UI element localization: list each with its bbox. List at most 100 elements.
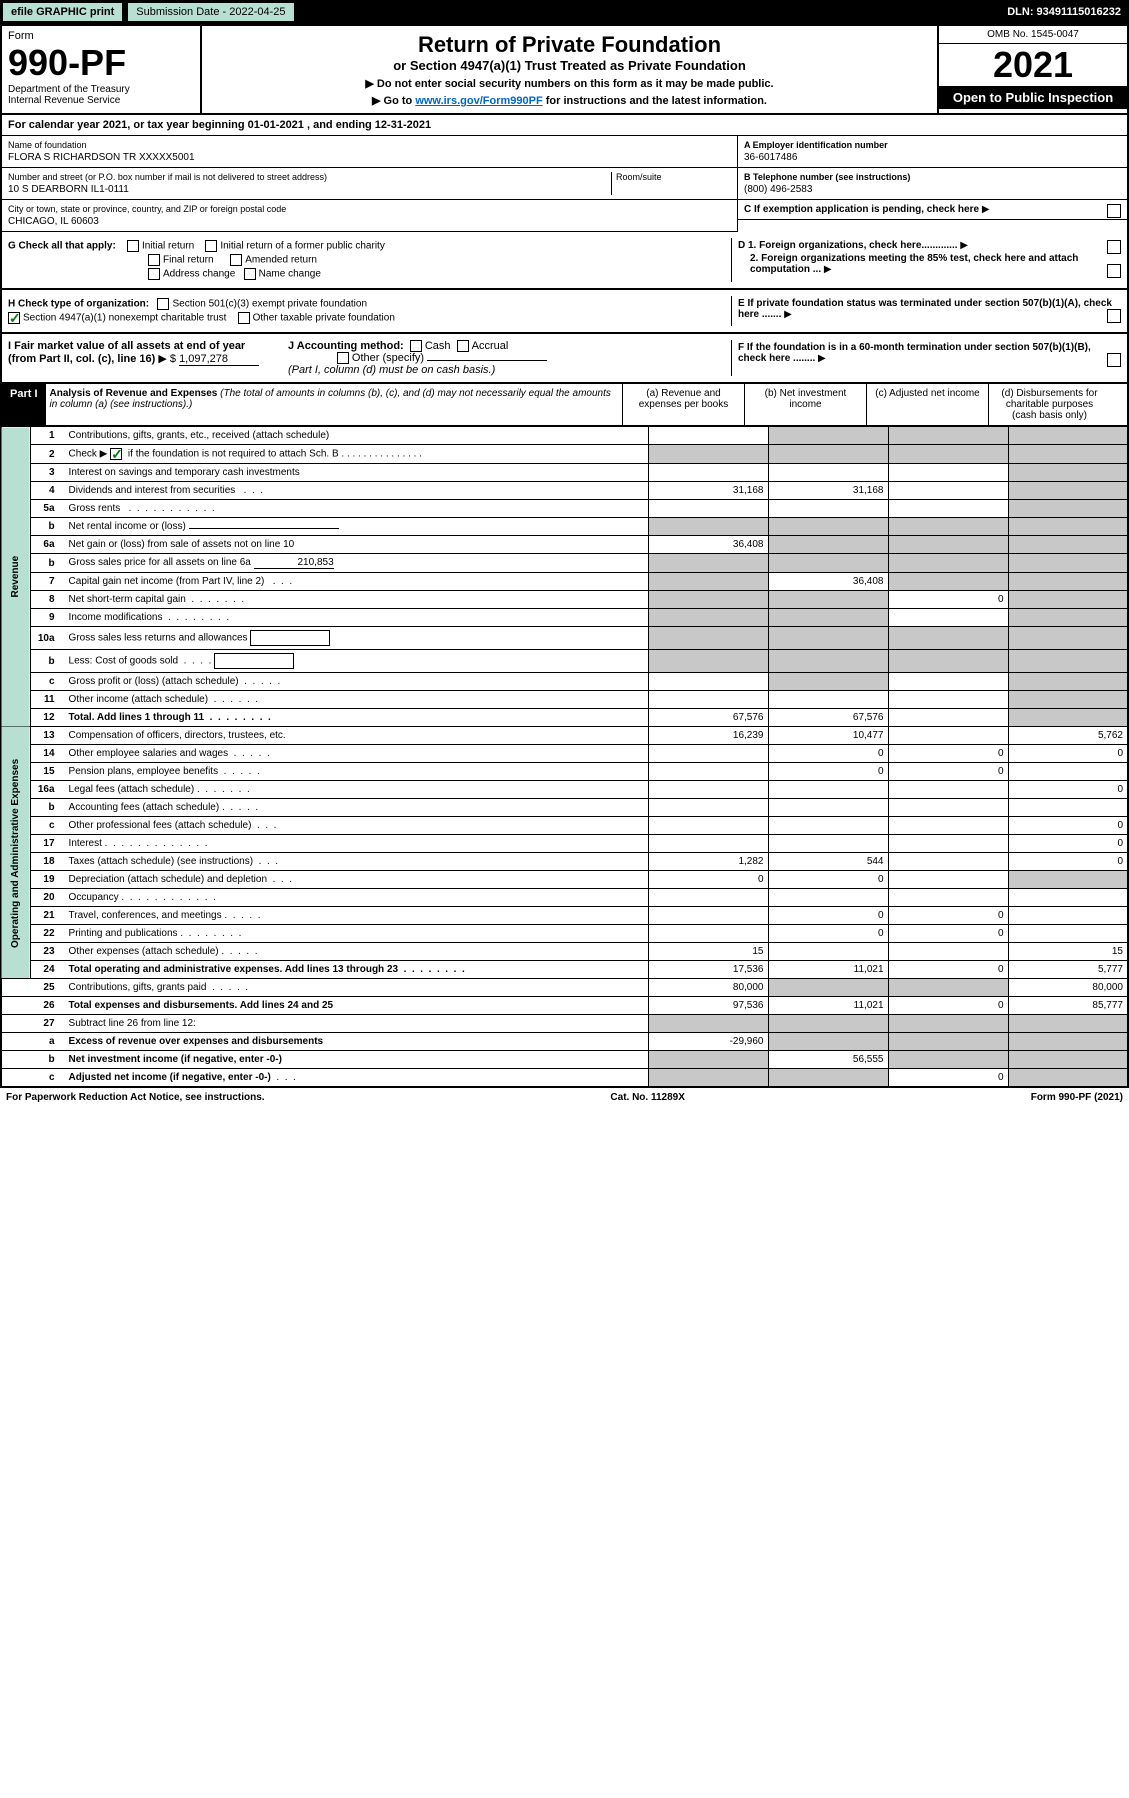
calendar-year-row: For calendar year 2021, or tax year begi… xyxy=(0,115,1129,136)
form-title: Return of Private Foundation xyxy=(208,32,931,58)
submission-date: Submission Date - 2022-04-25 xyxy=(127,2,294,22)
table-row: 23Other expenses (attach schedule) . . .… xyxy=(1,943,1128,961)
table-row: Revenue 1Contributions, gifts, grants, e… xyxy=(1,427,1128,445)
table-row: 19Depreciation (attach schedule) and dep… xyxy=(1,871,1128,889)
table-row: 8Net short-term capital gain . . . . . .… xyxy=(1,591,1128,609)
table-row: 10aGross sales less returns and allowanc… xyxy=(1,627,1128,650)
table-row: 5aGross rents . . . . . . . . . . . xyxy=(1,500,1128,518)
table-row: 2Check ▶ if the foundation is not requir… xyxy=(1,445,1128,464)
table-row: bNet rental income or (loss) xyxy=(1,518,1128,536)
table-row: 12Total. Add lines 1 through 11 . . . . … xyxy=(1,709,1128,727)
accrual-checkbox[interactable] xyxy=(457,340,469,352)
instr-link-row: ▶ Go to www.irs.gov/Form990PF for instru… xyxy=(208,94,931,107)
final-return-checkbox[interactable] xyxy=(148,254,160,266)
table-row: 18Taxes (attach schedule) (see instructi… xyxy=(1,853,1128,871)
part1-table: Revenue 1Contributions, gifts, grants, e… xyxy=(0,427,1129,1088)
table-row: aExcess of revenue over expenses and dis… xyxy=(1,1033,1128,1051)
4947-checkbox[interactable] xyxy=(8,312,20,324)
d2-row: 2. Foreign organizations meeting the 85%… xyxy=(738,253,1121,275)
d1-row: D 1. Foreign organizations, check here..… xyxy=(738,240,1121,251)
table-row: 3Interest on savings and temporary cash … xyxy=(1,464,1128,482)
amended-return-checkbox[interactable] xyxy=(230,254,242,266)
i-j-row: I Fair market value of all assets at end… xyxy=(0,334,1129,384)
city-cell: City or town, state or province, country… xyxy=(2,200,737,232)
ein-value: 36-6017486 xyxy=(744,152,1121,163)
table-row: Operating and Administrative Expenses 13… xyxy=(1,727,1128,745)
c-checkbox[interactable] xyxy=(1107,204,1121,218)
table-row: 6aNet gain or (loss) from sale of assets… xyxy=(1,536,1128,554)
revenue-label: Revenue xyxy=(1,427,31,727)
phone-cell: B Telephone number (see instructions) (8… xyxy=(738,168,1127,200)
schb-checkbox[interactable] xyxy=(110,448,122,460)
irs-label: Internal Revenue Service xyxy=(8,95,194,106)
expenses-label: Operating and Administrative Expenses xyxy=(1,727,31,979)
table-row: 27Subtract line 26 from line 12: xyxy=(1,1015,1128,1033)
irs-link[interactable]: www.irs.gov/Form990PF xyxy=(415,95,542,107)
table-row: 9Income modifications . . . . . . . . xyxy=(1,609,1128,627)
omb-number: OMB No. 1545-0047 xyxy=(939,26,1127,44)
info-grid: Name of foundation FLORA S RICHARDSON TR… xyxy=(0,136,1129,232)
dept-treasury: Department of the Treasury xyxy=(8,84,194,95)
table-row: bLess: Cost of goods sold . . . . xyxy=(1,650,1128,673)
city-state-zip: CHICAGO, IL 60603 xyxy=(8,216,731,227)
table-row: 14Other employee salaries and wages . . … xyxy=(1,745,1128,763)
form-number-box: Form 990-PF Department of the Treasury I… xyxy=(2,26,202,113)
open-public: Open to Public Inspection xyxy=(939,86,1127,109)
f-row: F If the foundation is in a 60-month ter… xyxy=(738,342,1121,364)
table-row: 17Interest . . . . . . . . . . . . .0 xyxy=(1,835,1128,853)
f-checkbox[interactable] xyxy=(1107,353,1121,367)
table-row: 22Printing and publications . . . . . . … xyxy=(1,925,1128,943)
name-change-checkbox[interactable] xyxy=(244,268,256,280)
table-row: bNet investment income (if negative, ent… xyxy=(1,1051,1128,1069)
form-subtitle: or Section 4947(a)(1) Trust Treated as P… xyxy=(208,58,931,73)
form-number: 990-PF xyxy=(8,42,194,84)
cash-basis-note: (Part I, column (d) must be on cash basi… xyxy=(288,364,495,376)
table-row: 26Total expenses and disbursements. Add … xyxy=(1,997,1128,1015)
initial-former-checkbox[interactable] xyxy=(205,240,217,252)
e-checkbox[interactable] xyxy=(1107,309,1121,323)
table-row: 4Dividends and interest from securities … xyxy=(1,482,1128,500)
h-checks-row: H Check type of organization: Section 50… xyxy=(0,290,1129,334)
col-a-header: (a) Revenue and expenses per books xyxy=(622,384,744,425)
phone-value: (800) 496-2583 xyxy=(744,184,1121,195)
address-change-checkbox[interactable] xyxy=(148,268,160,280)
cash-checkbox[interactable] xyxy=(410,340,422,352)
form-ref: Form 990-PF (2021) xyxy=(1031,1092,1123,1103)
part1-header-row: Part I Analysis of Revenue and Expenses … xyxy=(0,384,1129,427)
dln: DLN: 93491115016232 xyxy=(1007,6,1127,18)
other-method-checkbox[interactable] xyxy=(337,352,349,364)
exemption-pending-cell: C If exemption application is pending, c… xyxy=(738,200,1127,220)
other-taxable-checkbox[interactable] xyxy=(238,312,250,324)
table-row: cGross profit or (loss) (attach schedule… xyxy=(1,673,1128,691)
foundation-name-cell: Name of foundation FLORA S RICHARDSON TR… xyxy=(2,136,737,168)
table-row: cOther professional fees (attach schedul… xyxy=(1,817,1128,835)
table-row: 7Capital gain net income (from Part IV, … xyxy=(1,573,1128,591)
d2-checkbox[interactable] xyxy=(1107,264,1121,278)
omb-year-box: OMB No. 1545-0047 2021 Open to Public In… xyxy=(937,26,1127,113)
d1-checkbox[interactable] xyxy=(1107,240,1121,254)
form-title-box: Return of Private Foundation or Section … xyxy=(202,26,937,113)
efile-badge[interactable]: efile GRAPHIC print xyxy=(2,2,123,22)
g-checks-row: G Check all that apply: Initial return I… xyxy=(0,232,1129,290)
initial-return-checkbox[interactable] xyxy=(127,240,139,252)
table-row: bAccounting fees (attach schedule) . . .… xyxy=(1,799,1128,817)
col-d-header: (d) Disbursements for charitable purpose… xyxy=(988,384,1110,425)
table-row: bGross sales price for all assets on lin… xyxy=(1,554,1128,573)
ein-cell: A Employer identification number 36-6017… xyxy=(738,136,1127,168)
table-row: cAdjusted net income (if negative, enter… xyxy=(1,1069,1128,1088)
form-label: Form xyxy=(8,30,194,42)
address-cell: Number and street (or P.O. box number if… xyxy=(2,168,737,200)
e-row: E If private foundation status was termi… xyxy=(738,298,1121,320)
g-row: G Check all that apply: Initial return I… xyxy=(8,240,731,252)
street-address: 10 S DEARBORN IL1-0111 xyxy=(8,184,611,195)
foundation-name: FLORA S RICHARDSON TR XXXXX5001 xyxy=(8,152,731,163)
501c3-checkbox[interactable] xyxy=(157,298,169,310)
room-suite-label: Room/suite xyxy=(616,172,731,182)
table-row: 21Travel, conferences, and meetings . . … xyxy=(1,907,1128,925)
part1-title: Analysis of Revenue and Expenses xyxy=(50,388,218,399)
instr-ssn: ▶ Do not enter social security numbers o… xyxy=(208,77,931,90)
col-c-header: (c) Adjusted net income xyxy=(866,384,988,425)
table-row: 24Total operating and administrative exp… xyxy=(1,961,1128,979)
fmv-value: 1,097,278 xyxy=(179,353,259,366)
table-row: 25Contributions, gifts, grants paid . . … xyxy=(1,979,1128,997)
